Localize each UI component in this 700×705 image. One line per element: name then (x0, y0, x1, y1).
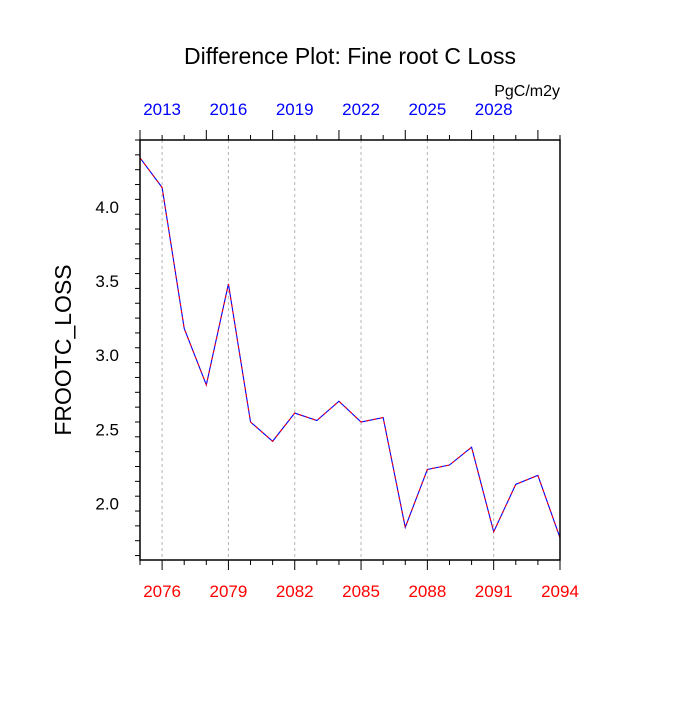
series-line-0 (140, 158, 560, 538)
bottom-tick-label-2079: 2079 (210, 582, 248, 601)
series-line-dashes-0 (140, 158, 560, 538)
units-label: PgC/m2y (494, 83, 560, 100)
top-tick-label-2013: 2013 (143, 100, 181, 119)
plot-frame (140, 140, 560, 560)
y-tick-label-4.0: 4.0 (95, 198, 119, 217)
bottom-tick-label-2091: 2091 (475, 582, 513, 601)
top-tick-label-2016: 2016 (210, 100, 248, 119)
bottom-tick-label-2094: 2094 (541, 582, 579, 601)
top-tick-label-2028: 2028 (475, 100, 513, 119)
y-tick-label-3.0: 3.0 (95, 346, 119, 365)
top-tick-label-2025: 2025 (408, 100, 446, 119)
bottom-tick-label-2082: 2082 (276, 582, 314, 601)
grid-lines (162, 140, 494, 560)
y-tick-label-2.0: 2.0 (95, 495, 119, 514)
chart-title: Difference Plot: Fine root C Loss (184, 43, 516, 69)
bottom-tick-label-2076: 2076 (143, 582, 181, 601)
y-axis-label: FROOTC_LOSS (50, 264, 76, 435)
tick-labels: 2076 2079 2082 2085 2088 2091 2094 2013 2016 2019… (95, 100, 579, 601)
bottom-tick-label-2085: 2085 (342, 582, 380, 601)
y-tick-label-3.5: 3.5 (95, 272, 119, 291)
top-tick-label-2022: 2022 (342, 100, 380, 119)
top-tick-label-2019: 2019 (276, 100, 314, 119)
tick-marks (135, 130, 560, 570)
series-layer (140, 158, 560, 538)
axes (140, 140, 560, 560)
y-tick-label-2.5: 2.5 (95, 420, 119, 439)
bottom-tick-label-2088: 2088 (408, 582, 446, 601)
